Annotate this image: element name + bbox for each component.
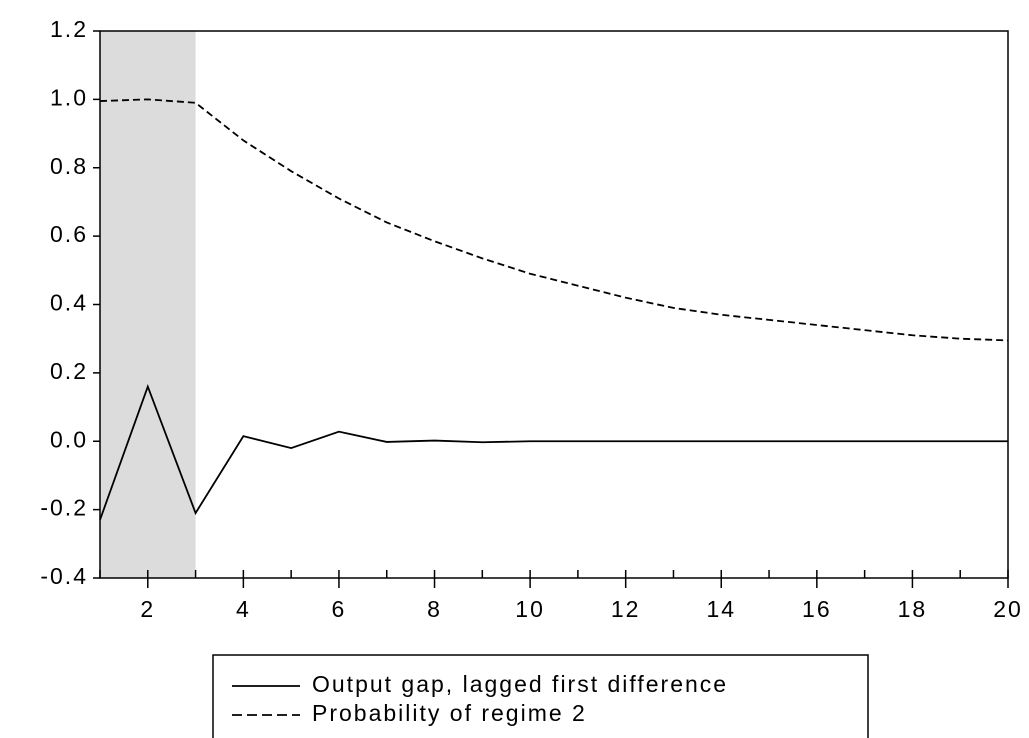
x-tick-label: 18 (898, 596, 928, 622)
y-tick-label: -0.2 (40, 495, 88, 521)
y-tick-label: 0.2 (50, 358, 88, 384)
x-tick-label: 4 (236, 596, 251, 622)
x-tick-label: 8 (427, 596, 442, 622)
x-tick-label: 10 (515, 596, 545, 622)
line-series (99, 98, 1009, 342)
y-tick-label: 1.2 (50, 16, 88, 42)
x-tick-label: 16 (802, 596, 832, 622)
x-tick-label: 2 (140, 596, 155, 622)
y-tick-label: 0.6 (50, 221, 88, 247)
shaded-region (100, 31, 196, 578)
plot-frame (99, 30, 1009, 579)
y-tick-label: -0.4 (40, 563, 88, 589)
y-tick-label: 0.4 (50, 290, 88, 316)
legend-label: Probability of regime 2 (312, 700, 587, 726)
x-tick-label: 14 (706, 596, 736, 622)
y-tick-label: 0.0 (50, 426, 88, 452)
legend-label: Output gap, lagged first difference (312, 671, 728, 697)
x-tick-label: 6 (332, 596, 347, 622)
x-tick-label: 20 (993, 596, 1023, 622)
y-tick-label: 1.0 (50, 84, 88, 110)
x-tick-label: 12 (611, 596, 641, 622)
y-tick-label: 0.8 (50, 153, 88, 179)
line-series (99, 383, 1008, 521)
legend-box (212, 654, 869, 738)
